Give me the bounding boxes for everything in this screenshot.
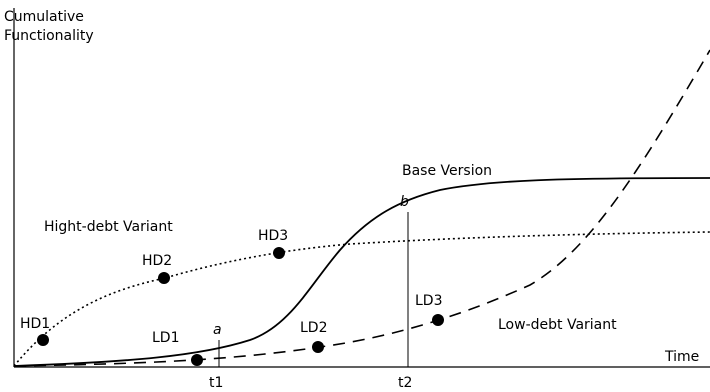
hd3-point — [273, 247, 285, 259]
ld1-label: LD1 — [152, 330, 180, 346]
point-b-label: b — [400, 194, 409, 210]
high-debt-variant-label: Hight-debt Variant — [44, 219, 173, 235]
hd1-point — [37, 334, 49, 346]
base-version-label: Base Version — [402, 163, 492, 179]
t2-label: t2 — [398, 375, 412, 391]
hd2-label: HD2 — [142, 253, 172, 269]
ld3-label: LD3 — [415, 293, 443, 309]
x-axis-label: Time — [664, 349, 699, 365]
ld2-point — [312, 341, 324, 353]
hd2-point — [158, 272, 170, 284]
low-debt-variant-label: Low-debt Variant — [498, 317, 617, 333]
high-debt-variant-curve — [13, 231, 710, 367]
ld3-point — [432, 314, 444, 326]
y-axis-label-line1: Cumulative — [4, 9, 84, 25]
base-version-curve — [13, 177, 710, 367]
point-a-label: a — [213, 322, 222, 338]
t1-label: t1 — [209, 375, 223, 391]
ld1-point — [191, 354, 203, 366]
hd1-label: HD1 — [20, 316, 50, 332]
ld2-label: LD2 — [300, 320, 328, 336]
hd3-label: HD3 — [258, 228, 288, 244]
y-axis-label-line2: Functionality — [4, 28, 94, 44]
